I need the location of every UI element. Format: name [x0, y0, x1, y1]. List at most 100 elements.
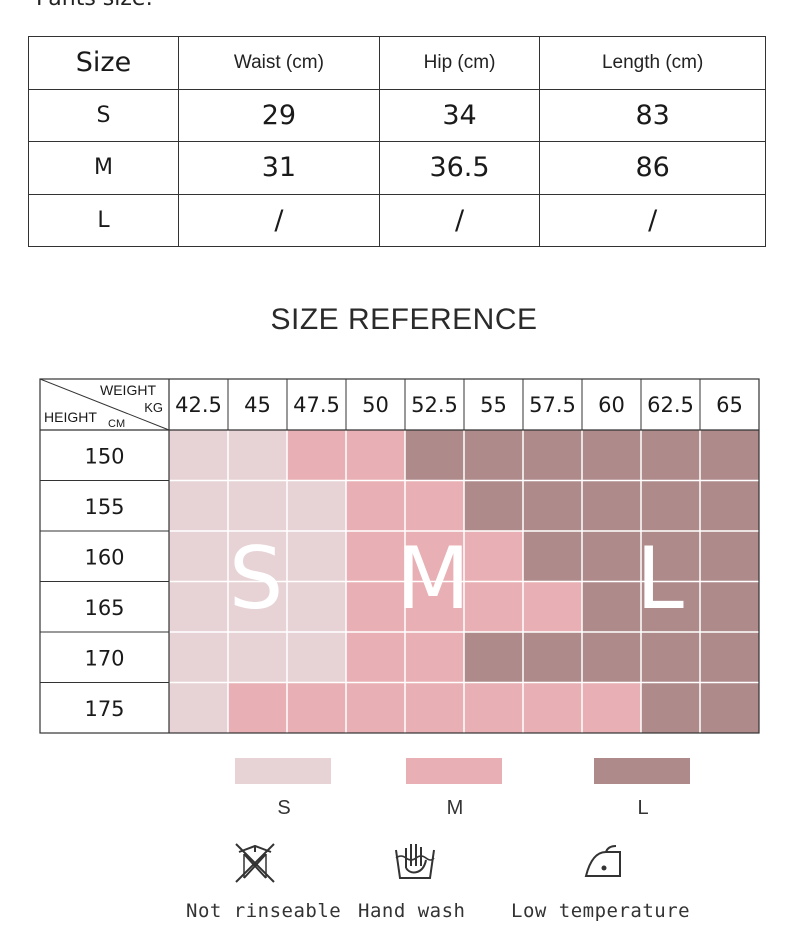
grid-cell-s [169, 480, 228, 531]
grid-cell-m [582, 682, 641, 733]
row-length: 86 [539, 141, 766, 195]
overlay-letter-m: M [396, 529, 470, 629]
grid-cell-l [700, 430, 759, 481]
weight-header: 57.5 [529, 393, 576, 417]
grid-cell-s [169, 632, 228, 683]
measurement-table: Size Waist (cm) Hip (cm) Length (cm) S 2… [28, 36, 766, 247]
grid-cell-s [287, 480, 346, 531]
grid-cell-s [287, 581, 346, 632]
grid-cell-s [228, 632, 287, 683]
grid-cell-m [464, 682, 523, 733]
low-iron-icon [584, 845, 621, 877]
weight-header: 45 [244, 393, 271, 417]
grid-cell-m [405, 480, 464, 531]
size-reference-title: SIZE REFERENCE [270, 303, 538, 336]
row-hip: / [378, 193, 541, 247]
corner-kg-label: KG [144, 400, 163, 415]
header-hip: Hip (cm) [378, 36, 541, 90]
grid-cell-l [641, 682, 700, 733]
weight-header: 65 [716, 393, 743, 417]
grid-border [39, 378, 760, 734]
grid-cell-l [523, 632, 582, 683]
grid-cell-m [346, 682, 405, 733]
row-size: L [28, 193, 179, 247]
grid-cell-m [464, 581, 523, 632]
corner-height-label: HEIGHT [44, 409, 97, 425]
grid-cell-s [287, 632, 346, 683]
grid-cell-s [228, 581, 287, 632]
height-label: 175 [84, 697, 124, 721]
grid-cell-s [228, 531, 287, 582]
grid-cell-l [582, 531, 641, 582]
care-label-low-temperature: Low temperature [511, 900, 691, 922]
height-label: 150 [84, 444, 124, 468]
grid-cell-m [346, 632, 405, 683]
legend-label-m: M [446, 797, 464, 819]
grid-cell-l [582, 480, 641, 531]
header-length: Length (cm) [539, 36, 766, 90]
overlay-letter-s: S [229, 529, 284, 629]
legend-label-l: L [637, 797, 649, 819]
pants-size-heading: Pants size: [36, 0, 153, 11]
header-waist: Waist (cm) [178, 36, 380, 90]
overlay-letter-l: L [636, 529, 684, 629]
legend-swatch-m [406, 758, 502, 784]
grid-cell-m [346, 531, 405, 582]
grid-cell-m [405, 531, 464, 582]
grid-cell-l [700, 581, 759, 632]
grid-cell-s [169, 531, 228, 582]
grid-cell-m [405, 682, 464, 733]
row-hip: 34 [378, 88, 541, 142]
grid-cell-l [700, 480, 759, 531]
grid-cell-s [169, 581, 228, 632]
legend-swatch-s [235, 758, 331, 784]
grid-cell-m [405, 581, 464, 632]
table-row: L / / / [28, 193, 766, 247]
header-size: Size [28, 36, 179, 90]
grid-cell-l [523, 480, 582, 531]
grid-cell-l [641, 581, 700, 632]
weight-header: 62.5 [647, 393, 694, 417]
grid-cell-m [287, 430, 346, 481]
weight-header: 60 [598, 393, 625, 417]
grid-cell-l [464, 632, 523, 683]
corner-cm-label: CM [108, 418, 125, 430]
height-label: 160 [84, 545, 124, 569]
grid-cell-m [346, 581, 405, 632]
grid-cell-l [700, 682, 759, 733]
grid-cell-s [169, 430, 228, 481]
legend-label-s: S [277, 797, 291, 819]
grid-cell-m [346, 430, 405, 481]
table-row: M 31 36.5 86 [28, 141, 766, 195]
weight-header: 52.5 [411, 393, 458, 417]
weight-header: 42.5 [175, 393, 222, 417]
weight-header: 47.5 [293, 393, 340, 417]
grid-cell-l [700, 531, 759, 582]
grid-cell-l [641, 430, 700, 481]
grid-cell-l [641, 480, 700, 531]
weight-header: 50 [362, 393, 389, 417]
grid-cell-m [464, 531, 523, 582]
row-size: S [28, 88, 179, 142]
no-wring-icon [235, 843, 275, 883]
grid-cell-m [346, 480, 405, 531]
row-hip: 36.5 [378, 141, 541, 195]
weight-header: 55 [480, 393, 507, 417]
grid-cell-s [169, 682, 228, 733]
grid-cell-l [405, 430, 464, 481]
grid-cell-l [582, 632, 641, 683]
grid-cell-l [523, 430, 582, 481]
care-label-hand-wash: Hand wash [358, 900, 466, 922]
grid-cell-l [464, 480, 523, 531]
grid-cell-m [523, 682, 582, 733]
height-label: 170 [84, 646, 124, 670]
grid-cell-m [228, 682, 287, 733]
row-size: M [28, 141, 179, 195]
grid-cell-m [523, 581, 582, 632]
grid-cell-l [582, 430, 641, 481]
table-header-row: Size Waist (cm) Hip (cm) Length (cm) [28, 36, 766, 90]
row-length: 83 [539, 88, 766, 142]
row-length: / [539, 193, 766, 247]
height-label: 165 [84, 596, 124, 620]
